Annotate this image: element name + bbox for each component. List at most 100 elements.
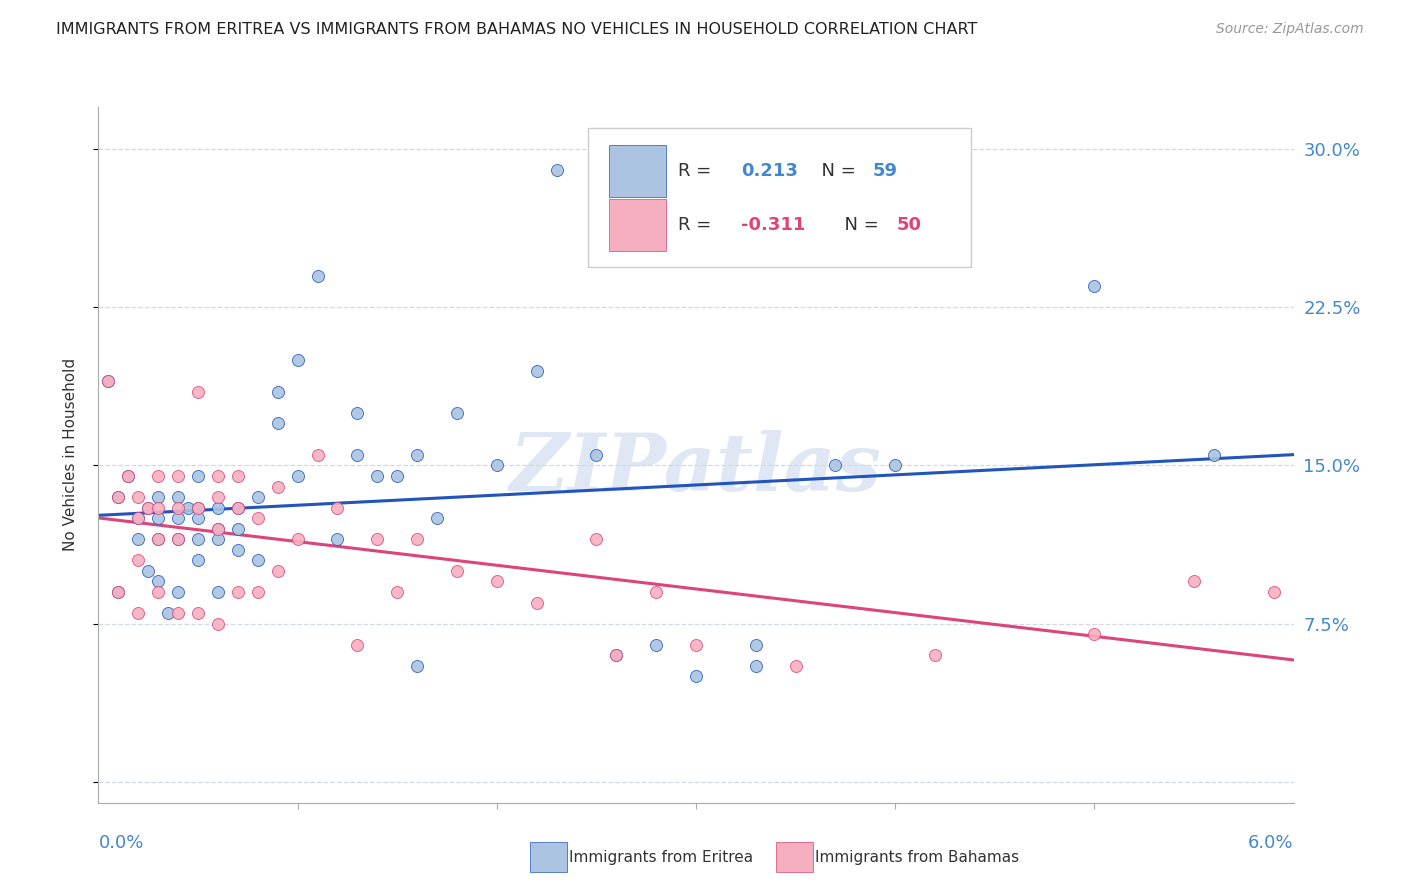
Point (127, 553, 149, 567)
Point (446, 564, 468, 578)
Text: Immigrants from Bahamas: Immigrants from Bahamas (815, 850, 1019, 864)
Point (526, 363, 548, 377)
Point (148, 469, 170, 483)
Text: Source: ZipAtlas.com: Source: ZipAtlas.com (1216, 22, 1364, 37)
Point (585, 533, 607, 547)
Point (1083, 627, 1105, 641)
Point (207, 533, 229, 547)
Point (207, 522, 229, 536)
Point (207, 585, 229, 599)
Point (127, 490, 149, 504)
Point (246, 511, 269, 525)
Point (177, 500, 200, 515)
Point (585, 448, 607, 462)
Point (107, 585, 129, 599)
Point (385, 585, 409, 599)
Point (167, 585, 190, 599)
Text: 50: 50 (897, 217, 922, 235)
Point (346, 406, 368, 420)
Point (246, 585, 269, 599)
Point (167, 511, 190, 525)
Point (1202, 448, 1225, 462)
Text: 59: 59 (873, 162, 898, 180)
Point (745, 638, 768, 652)
FancyBboxPatch shape (609, 145, 666, 197)
Point (187, 469, 209, 483)
Point (187, 500, 209, 515)
Text: ZIPatlas: ZIPatlas (510, 430, 882, 508)
FancyBboxPatch shape (609, 199, 666, 251)
Point (187, 533, 209, 547)
Text: -0.311: -0.311 (741, 217, 806, 235)
Point (246, 553, 269, 567)
Point (346, 448, 368, 462)
Point (605, 648, 627, 663)
Point (1263, 585, 1285, 599)
Point (267, 384, 290, 399)
Point (127, 533, 149, 547)
Text: N =: N = (834, 217, 884, 235)
Point (226, 469, 249, 483)
Y-axis label: No Vehicles in Household: No Vehicles in Household (63, 359, 77, 551)
Point (366, 533, 388, 547)
Point (226, 500, 249, 515)
Point (97, 374, 120, 388)
Point (226, 500, 249, 515)
Point (346, 638, 368, 652)
Point (148, 511, 170, 525)
Point (406, 658, 429, 673)
Point (745, 658, 768, 673)
Point (187, 553, 209, 567)
Point (107, 490, 129, 504)
Point (307, 448, 329, 462)
Point (366, 469, 388, 483)
Point (148, 500, 170, 515)
Point (207, 616, 229, 631)
Point (785, 658, 807, 673)
Point (685, 638, 707, 652)
Text: 0.213: 0.213 (741, 162, 799, 180)
Point (117, 469, 139, 483)
Point (127, 511, 149, 525)
Point (267, 479, 290, 493)
Point (1182, 574, 1205, 589)
Point (287, 353, 309, 368)
Point (385, 469, 409, 483)
Point (526, 595, 548, 609)
Point (645, 585, 668, 599)
Point (127, 606, 149, 620)
Point (287, 533, 309, 547)
Point (148, 533, 170, 547)
Point (287, 469, 309, 483)
Point (645, 638, 668, 652)
Point (267, 564, 290, 578)
Point (148, 533, 170, 547)
Point (226, 542, 249, 557)
Point (446, 406, 468, 420)
Point (167, 533, 190, 547)
Text: 6.0%: 6.0% (1249, 834, 1294, 852)
Point (136, 500, 159, 515)
Point (226, 522, 249, 536)
Text: IMMIGRANTS FROM ERITREA VS IMMIGRANTS FROM BAHAMAS NO VEHICLES IN HOUSEHOLD CORR: IMMIGRANTS FROM ERITREA VS IMMIGRANTS FR… (56, 22, 977, 37)
Point (1083, 279, 1105, 293)
Point (685, 669, 707, 683)
Point (426, 511, 449, 525)
Point (127, 511, 149, 525)
Point (485, 458, 508, 473)
Point (187, 384, 209, 399)
Point (246, 490, 269, 504)
Point (546, 163, 568, 178)
Point (148, 574, 170, 589)
Point (136, 564, 159, 578)
Point (117, 469, 139, 483)
Point (485, 574, 508, 589)
Point (107, 585, 129, 599)
Point (824, 458, 846, 473)
Point (167, 469, 190, 483)
Point (207, 490, 229, 504)
Point (207, 500, 229, 515)
Point (107, 490, 129, 504)
Point (207, 522, 229, 536)
Point (148, 490, 170, 504)
